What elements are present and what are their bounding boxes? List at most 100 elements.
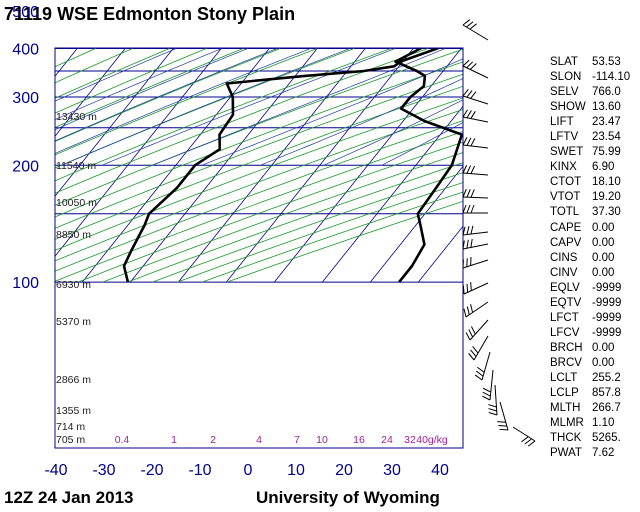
wind-barb-flag: [462, 226, 466, 236]
index-name: LIFT: [550, 116, 574, 129]
index-row: LCLP 857.8: [550, 386, 640, 401]
mixing-ratio-label: 10: [316, 434, 328, 446]
index-name: VTOT: [550, 191, 581, 204]
mixing-ratio-line: [424, 48, 427, 49]
wind-barb-flag: [470, 189, 475, 198]
wind-barb-flag: [469, 23, 477, 30]
wind-barb-flag: [474, 374, 483, 381]
dewpoint-profile: [394, 48, 463, 283]
temperature-tick-label: 0: [244, 462, 253, 479]
mixing-ratio-line: [537, 0, 640, 49]
isotherm-line: [55, 48, 127, 137]
wind-barb-flag: [468, 353, 475, 361]
mixing-ratio-line: [462, 48, 463, 49]
index-name: MLTH: [550, 402, 581, 415]
index-name: CAPE: [550, 221, 582, 234]
index-name: SHOW: [550, 101, 586, 114]
index-row: EQLV -9999: [550, 281, 640, 296]
moist-adiabat: [55, 48, 280, 142]
wind-barb-flag: [488, 408, 497, 412]
index-row: SLAT 53.53: [550, 55, 640, 70]
moist-adiabat: [152, 48, 448, 166]
mixing-ratio-label: 0.4: [115, 434, 130, 446]
index-value: 0.00: [592, 266, 615, 279]
pressure-tick-label: 300: [12, 90, 39, 107]
index-row: MLTH 266.7: [550, 401, 640, 416]
wind-barb-staff: [462, 172, 489, 176]
observation-time: 12Z 24 Jan 2013: [4, 488, 134, 507]
temperature-tick-label: -40: [44, 462, 67, 479]
data-source: University of Wyoming: [256, 488, 440, 507]
wind-barbs: [462, 19, 536, 447]
wind-barb-staff: [462, 144, 489, 149]
temperature-tick-label: -20: [140, 462, 163, 479]
index-name: TOTL: [550, 206, 580, 219]
mixing-ratio-label: 1: [171, 434, 177, 446]
height-label: 1355 m: [56, 405, 91, 417]
wind-barb-flag: [466, 21, 474, 28]
index-value: 0.00: [592, 236, 615, 249]
dry-adiabat: [55, 48, 283, 142]
index-value: 266.7: [592, 402, 621, 415]
height-label: 6930 m: [56, 279, 91, 291]
wind-barb-staff: [499, 401, 509, 431]
mixing-ratio-label: 32: [404, 434, 416, 446]
index-value: 7.62: [592, 447, 615, 460]
wind-barb-flag: [462, 240, 465, 250]
index-row: KINX 6.90: [550, 160, 640, 175]
wind-barb-staff: [462, 65, 489, 79]
index-value: -9999: [592, 326, 622, 339]
index-row: CINS 0.00: [550, 251, 640, 266]
isotherm-line: [55, 48, 223, 257]
wind-barb-flag: [482, 391, 491, 397]
wind-barb-flag: [466, 137, 472, 146]
isotherm-line: [55, 48, 175, 197]
index-name: SLAT: [550, 56, 578, 68]
index-name: KINX: [550, 161, 577, 174]
mixing-ratio-label: 4: [256, 434, 262, 446]
index-name: EQTV: [550, 296, 582, 309]
moist-adiabat: [55, 48, 251, 131]
wind-barb-flag: [462, 285, 465, 295]
index-row: CAPV 0.00: [550, 236, 640, 251]
wind-barb-flag: [463, 308, 467, 318]
index-name: THCK: [550, 432, 582, 445]
dry-adiabat: [55, 48, 431, 194]
mixing-ratio-label: 2: [210, 434, 216, 446]
wind-barb-flag: [470, 204, 475, 214]
index-row: THCK 5265.: [550, 431, 640, 446]
index-name: SWET: [550, 146, 584, 159]
wind-barb-flag: [499, 428, 509, 431]
wind-barb-flag: [527, 440, 536, 447]
index-value: 37.30: [592, 206, 621, 219]
wind-barb-flag: [462, 137, 468, 146]
wind-barb-staff: [473, 335, 489, 361]
index-value: 18.10: [592, 176, 621, 189]
index-value: 6.90: [592, 161, 615, 174]
dry-adiabat: [55, 48, 320, 156]
wind-barb-flag: [470, 349, 477, 357]
index-name: BRCH: [550, 341, 583, 354]
moist-adiabat: [61, 48, 353, 166]
index-name: LCLP: [550, 387, 579, 400]
wind-barb-flag: [466, 226, 470, 235]
wind-barb-flag: [475, 370, 484, 377]
wind-barb-flag: [466, 239, 469, 249]
temperature-tick-label: 20: [335, 462, 353, 479]
index-row: TOTL 37.30: [550, 205, 640, 220]
index-name: LFCV: [550, 326, 580, 339]
index-value: -9999: [592, 296, 622, 309]
wind-barb-flag: [466, 283, 469, 293]
temperature-profile: [122, 48, 441, 283]
wind-barb-flag: [470, 138, 476, 147]
mixing-ratio-label: 7: [294, 434, 300, 446]
dry-adiabat: [55, 120, 463, 272]
wind-barb-staff: [489, 369, 494, 401]
index-value: 5265.: [592, 432, 621, 445]
index-name: CINS: [550, 251, 578, 264]
index-name: LFTV: [550, 131, 579, 144]
wind-barb-flag: [466, 61, 474, 69]
height-label: 11540 m: [56, 160, 96, 172]
index-value: -9999: [592, 311, 622, 324]
